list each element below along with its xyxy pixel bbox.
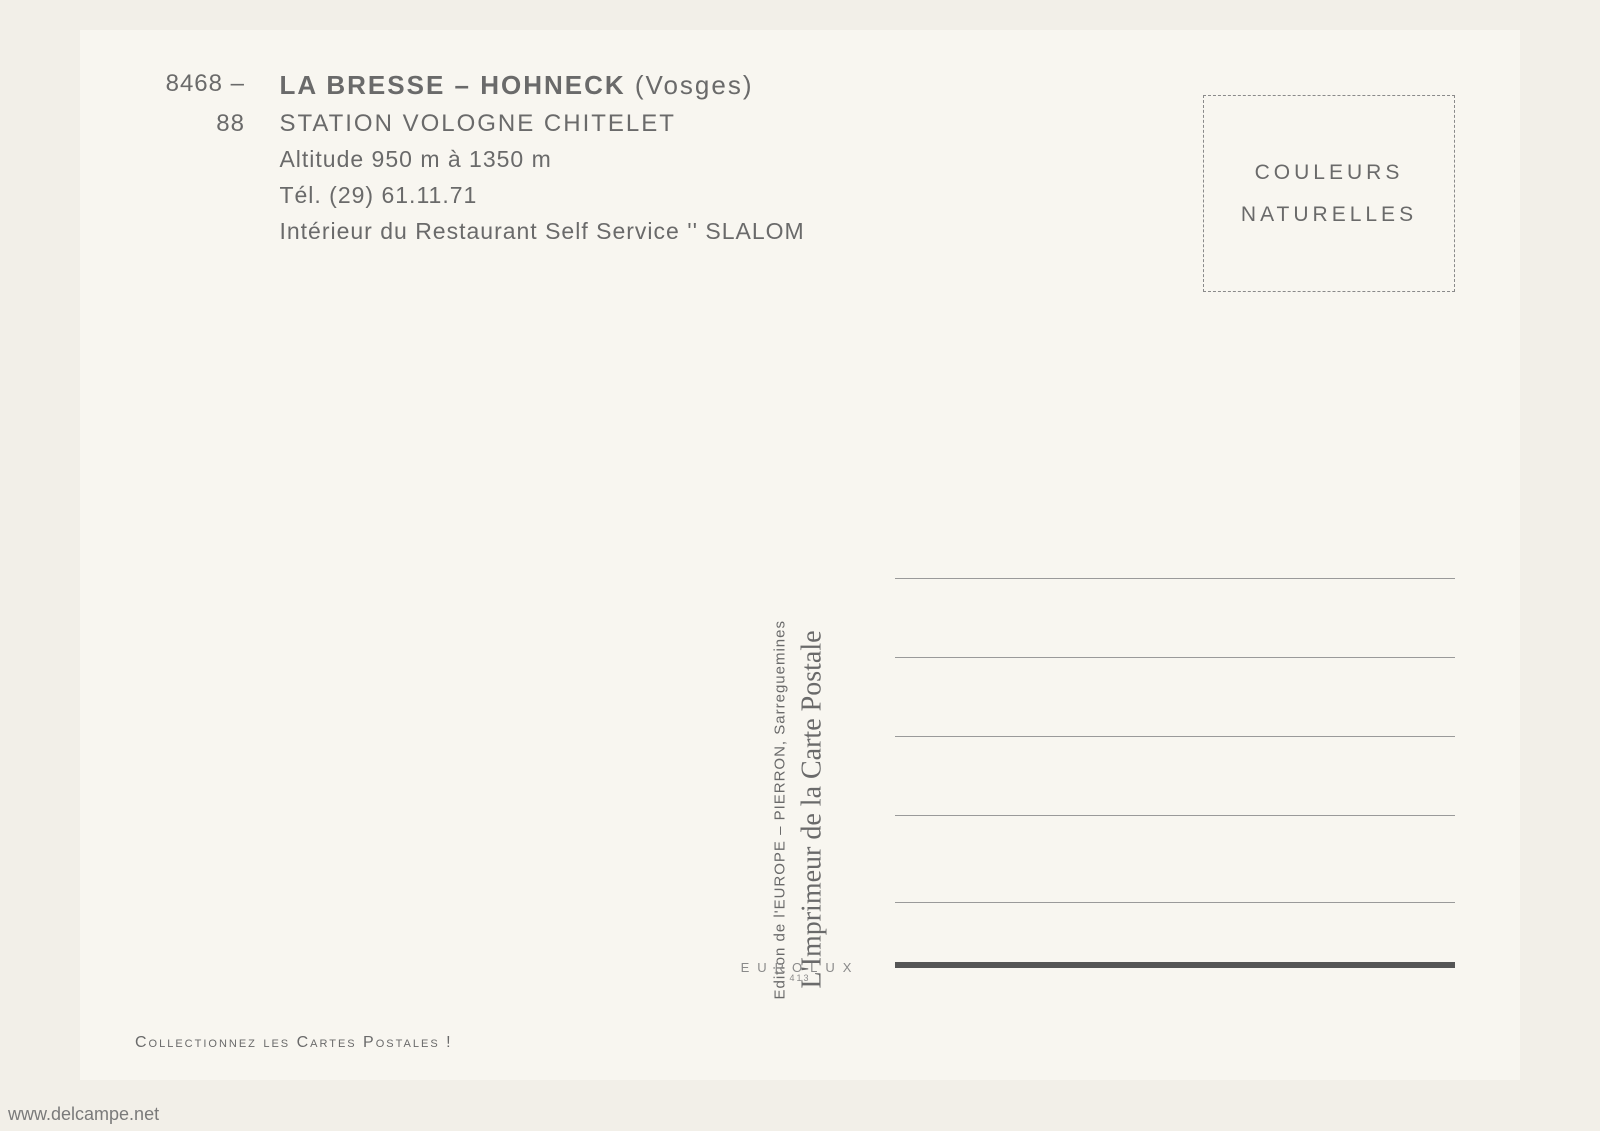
ref-number-1: 8468 – xyxy=(135,65,245,102)
title-bold: LA BRESSE – HOHNECK xyxy=(279,70,625,100)
heavy-rule xyxy=(895,962,1455,968)
altitude-line: Altitude 950 m à 1350 m xyxy=(279,146,551,172)
address-line xyxy=(895,737,1455,816)
collect-text: Collectionnez les Cartes Postales ! xyxy=(135,1034,453,1052)
ref-number-2: 88 xyxy=(135,105,245,142)
brand-mark: EUROLUX 413 xyxy=(741,960,860,983)
title-paren: (Vosges) xyxy=(635,70,754,100)
description-line: Intérieur du Restaurant Self Service '' … xyxy=(279,218,804,244)
postcard-back: 8468 – LA BRESSE – HOHNECK (Vosges) 88 S… xyxy=(80,30,1520,1080)
tel-line: Tél. (29) 61.11.71 xyxy=(279,182,477,208)
address-line xyxy=(895,816,1455,903)
title-line: LA BRESSE – HOHNECK (Vosges) xyxy=(279,70,753,100)
imprimeur-text: L'Imprimeur de la Carte Postale xyxy=(797,620,829,1000)
watermark: www.delcampe.net xyxy=(8,1104,159,1125)
address-line xyxy=(895,579,1455,658)
publisher-block: Edition de l'EUROPE – PIERRON, Sarreguem… xyxy=(772,620,829,1000)
address-line xyxy=(895,500,1455,579)
stamp-box: COULEURS NATURELLES xyxy=(1203,95,1455,292)
edition-text: Edition de l'EUROPE – PIERRON, Sarreguem… xyxy=(772,620,789,1000)
stamp-line-2: NATURELLES xyxy=(1241,194,1417,236)
address-lines xyxy=(895,500,1455,903)
station-line: STATION VOLOGNE CHITELET xyxy=(279,110,676,137)
stamp-line-1: COULEURS xyxy=(1255,152,1404,194)
header-block: 8468 – LA BRESSE – HOHNECK (Vosges) 88 S… xyxy=(135,65,805,249)
address-line xyxy=(895,658,1455,737)
